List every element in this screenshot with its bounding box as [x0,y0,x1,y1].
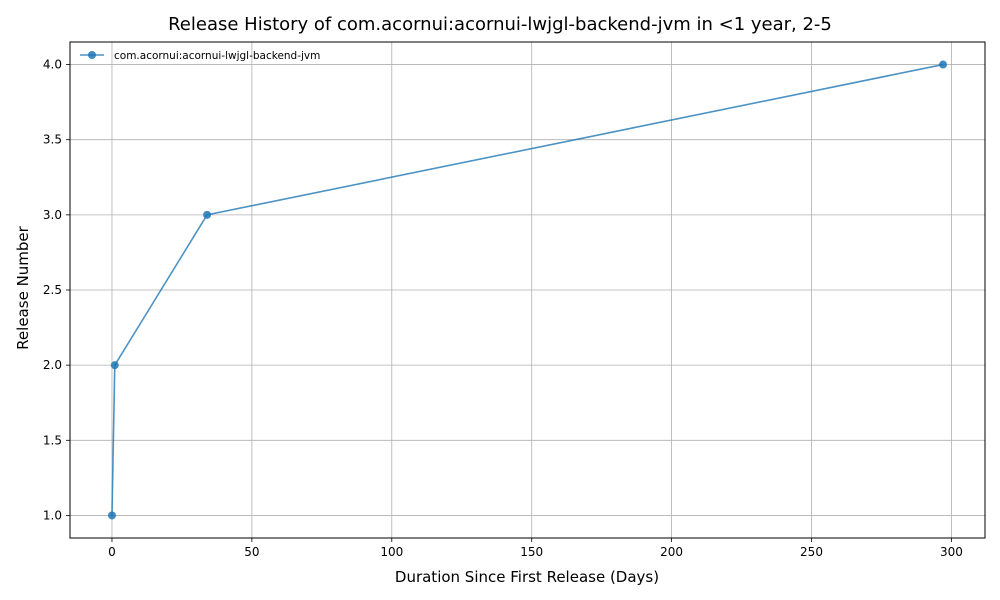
y-tick-label: 2.5 [43,283,62,297]
x-tick-label: 200 [660,545,683,559]
data-point [110,361,119,370]
x-tick-label: 150 [520,545,543,559]
y-tick-label: 3.0 [43,208,62,222]
y-tick-label: 4.0 [43,58,62,72]
chart-title: Release History of com.acornui:acornui-l… [168,14,832,35]
x-tick-label: 100 [380,545,403,559]
x-axis-label: Duration Since First Release (Days) [395,568,659,586]
y-axis-label: Release Number [14,225,32,349]
y-tick-label: 1.0 [43,508,62,522]
y-tick-label: 2.0 [43,358,62,372]
y-tick-label: 1.5 [43,433,62,447]
series-layer [107,60,948,520]
x-tick-label: 300 [940,545,963,559]
data-point [939,60,948,69]
legend-label: com.acornui:acornui-lwjgl-backend-jvm [114,50,320,62]
x-axis-ticks: 0 50 100 150 200 250 300 [108,538,963,559]
x-tick-label: 0 [108,545,116,559]
legend-point-marker [88,51,96,59]
y-axis-ticks: 1.0 1.5 2.0 2.5 3.0 3.5 4.0 [43,58,70,522]
series-line [111,63,944,516]
grid [70,42,985,538]
x-tick-label: 50 [244,545,259,559]
data-point [203,210,212,219]
data-point [107,511,116,520]
y-tick-label: 3.5 [43,133,62,147]
x-tick-label: 250 [800,545,823,559]
legend: com.acornui:acornui-lwjgl-backend-jvm [80,50,320,62]
